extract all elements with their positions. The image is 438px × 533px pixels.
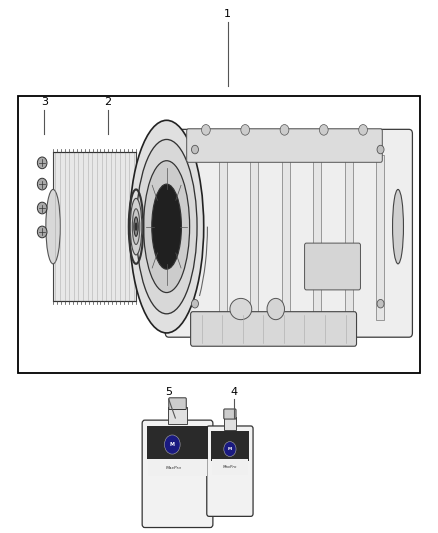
Circle shape (37, 226, 47, 238)
Ellipse shape (130, 198, 142, 255)
FancyBboxPatch shape (142, 420, 213, 528)
Circle shape (37, 178, 47, 190)
FancyBboxPatch shape (169, 398, 186, 409)
Text: MaxPro: MaxPro (223, 465, 237, 469)
Text: 3: 3 (41, 97, 48, 107)
FancyBboxPatch shape (165, 130, 413, 337)
Ellipse shape (130, 120, 204, 333)
Text: 1: 1 (224, 9, 231, 19)
Ellipse shape (134, 219, 138, 234)
Bar (53, 152, 136, 301)
Text: 2: 2 (104, 97, 111, 107)
FancyBboxPatch shape (187, 129, 382, 163)
Circle shape (241, 125, 250, 135)
Bar (211, 431, 249, 461)
Text: M: M (170, 442, 175, 447)
Bar (212, 459, 248, 475)
Ellipse shape (46, 189, 60, 264)
FancyBboxPatch shape (304, 243, 360, 290)
Ellipse shape (144, 161, 190, 293)
Ellipse shape (134, 217, 138, 236)
Bar (376, 155, 384, 320)
Bar (282, 155, 290, 320)
Bar (251, 155, 258, 320)
Circle shape (201, 125, 210, 135)
Text: M: M (228, 447, 232, 451)
Ellipse shape (136, 140, 197, 314)
Bar (224, 417, 236, 430)
Circle shape (191, 300, 198, 308)
Text: 5: 5 (165, 387, 172, 397)
Ellipse shape (129, 189, 143, 264)
Circle shape (319, 125, 328, 135)
Circle shape (191, 146, 198, 154)
Text: 4: 4 (231, 387, 238, 397)
Bar (219, 155, 227, 320)
Ellipse shape (392, 189, 403, 264)
Circle shape (164, 435, 180, 454)
Circle shape (224, 442, 236, 456)
Bar (168, 407, 187, 424)
Bar (147, 426, 208, 459)
FancyBboxPatch shape (207, 426, 253, 516)
Bar (148, 459, 207, 477)
Ellipse shape (267, 298, 285, 320)
Circle shape (37, 202, 47, 214)
Ellipse shape (152, 184, 181, 269)
Bar (345, 155, 353, 320)
FancyBboxPatch shape (191, 312, 357, 346)
Ellipse shape (132, 209, 140, 245)
Ellipse shape (230, 298, 252, 320)
Circle shape (377, 146, 384, 154)
Text: MaxPro: MaxPro (166, 466, 182, 470)
Circle shape (359, 125, 367, 135)
Circle shape (37, 157, 47, 168)
Bar (18, 96, 420, 373)
Bar (313, 155, 321, 320)
Circle shape (280, 125, 289, 135)
Ellipse shape (135, 223, 137, 230)
Circle shape (377, 300, 384, 308)
FancyBboxPatch shape (224, 409, 236, 419)
